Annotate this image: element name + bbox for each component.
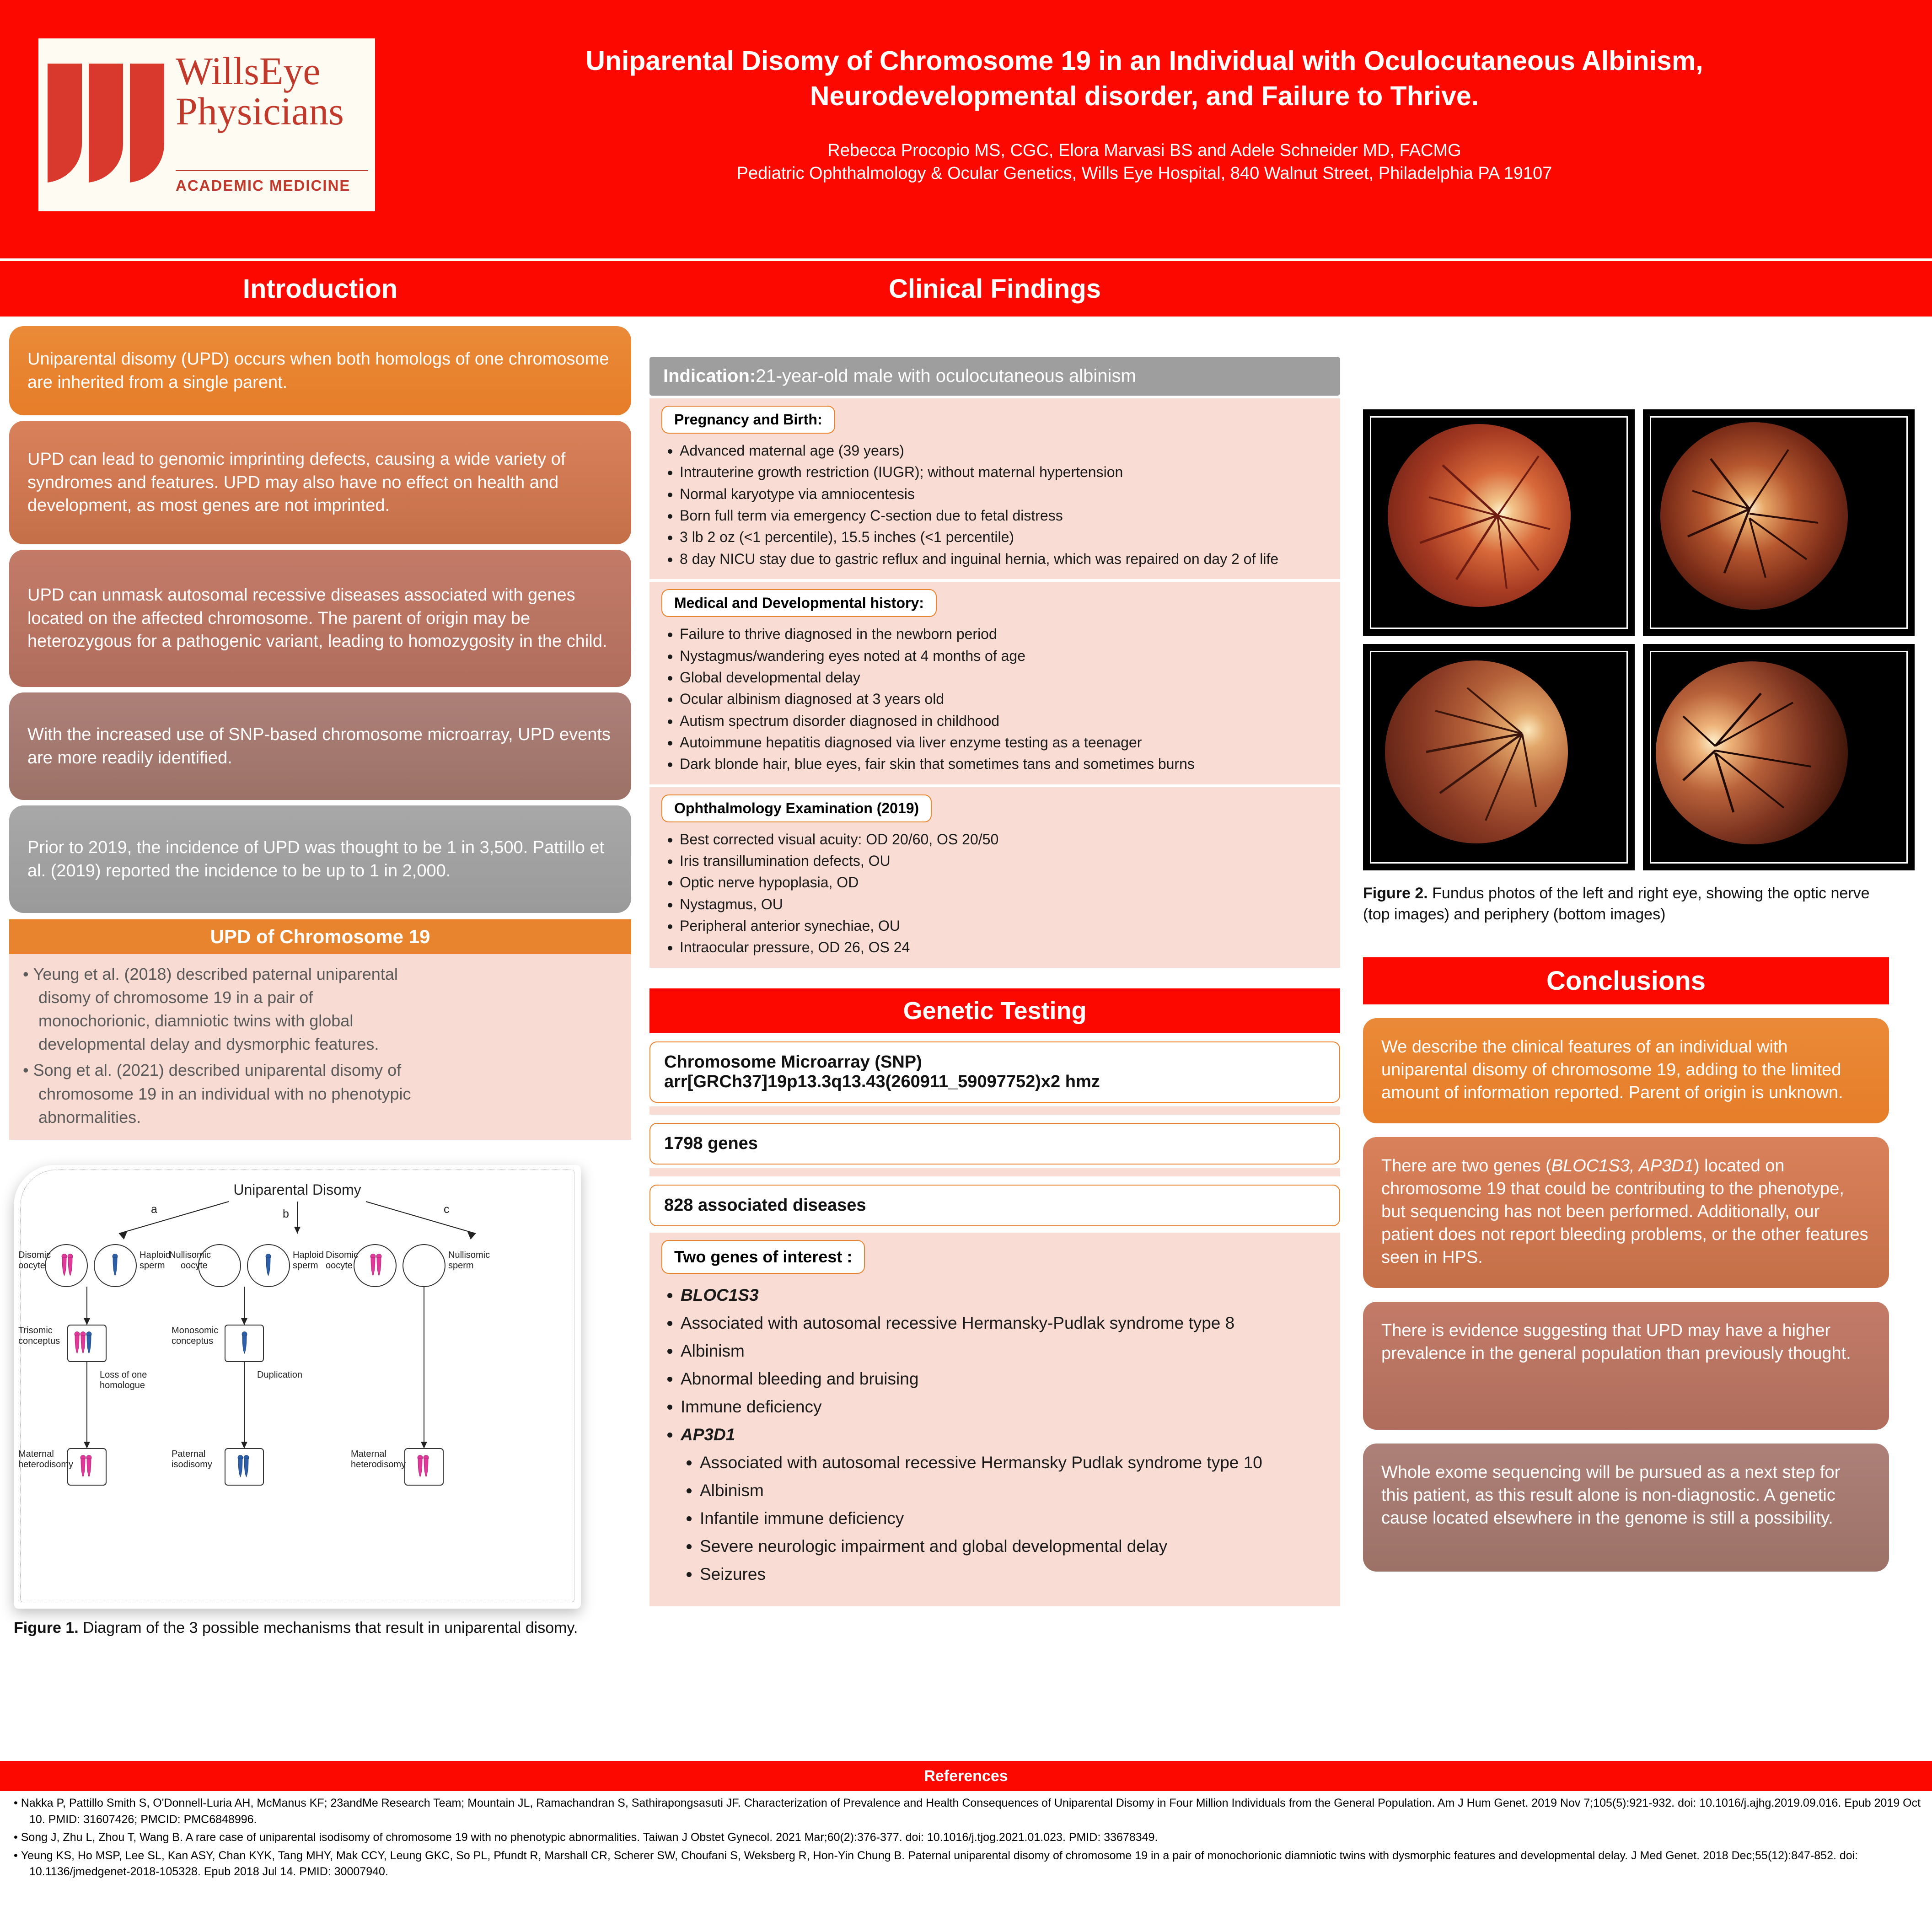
svg-text:heterodisomy: heterodisomy — [18, 1460, 73, 1470]
svg-text:Loss of one: Loss of one — [100, 1370, 147, 1380]
svg-text:conceptus: conceptus — [18, 1336, 60, 1346]
svg-text:Disomic: Disomic — [18, 1250, 51, 1260]
svg-text:Trisomic: Trisomic — [18, 1326, 53, 1336]
svg-text:sperm: sperm — [140, 1261, 165, 1271]
svg-text:b: b — [283, 1208, 289, 1220]
svg-text:Uniparental Disomy: Uniparental Disomy — [233, 1181, 361, 1198]
svg-text:Monosomic: Monosomic — [172, 1326, 218, 1336]
svg-text:Nullisomic: Nullisomic — [169, 1250, 211, 1260]
svg-text:Duplication: Duplication — [257, 1370, 302, 1380]
svg-text:heterodisomy: heterodisomy — [351, 1460, 406, 1470]
svg-text:Paternal: Paternal — [172, 1449, 206, 1459]
svg-text:oocyte: oocyte — [181, 1261, 208, 1271]
svg-text:c: c — [444, 1203, 450, 1216]
svg-text:a: a — [151, 1203, 157, 1216]
svg-text:sperm: sperm — [448, 1261, 474, 1271]
svg-text:Disomic: Disomic — [326, 1250, 358, 1260]
svg-text:Nullisomic: Nullisomic — [448, 1250, 490, 1260]
svg-text:sperm: sperm — [293, 1261, 318, 1271]
svg-text:homologue: homologue — [100, 1380, 145, 1390]
svg-text:Haploid: Haploid — [293, 1250, 324, 1260]
svg-text:isodisomy: isodisomy — [172, 1460, 212, 1470]
svg-text:Haploid: Haploid — [140, 1250, 171, 1260]
svg-text:oocyte: oocyte — [326, 1261, 353, 1271]
svg-text:Maternal: Maternal — [351, 1449, 386, 1459]
svg-text:oocyte: oocyte — [18, 1261, 45, 1271]
svg-text:conceptus: conceptus — [172, 1336, 213, 1346]
svg-text:Maternal: Maternal — [18, 1449, 54, 1459]
